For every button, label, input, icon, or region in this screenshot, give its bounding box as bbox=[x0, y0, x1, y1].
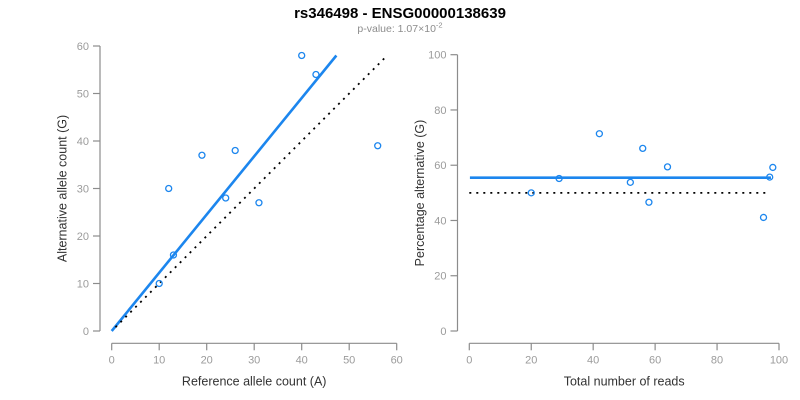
x-tick-label: 30 bbox=[248, 354, 260, 366]
pvalue-text: p-value: 1.07×10 bbox=[357, 23, 436, 35]
data-point bbox=[155, 279, 163, 288]
y-tick-label: 60 bbox=[434, 160, 446, 172]
data-point bbox=[255, 199, 263, 207]
data-point bbox=[766, 173, 774, 181]
fit-line bbox=[110, 54, 338, 332]
x-tick-label: 60 bbox=[649, 354, 661, 366]
x-tick-label: 60 bbox=[391, 354, 403, 366]
y-tick-label: 40 bbox=[77, 136, 89, 148]
y-tick-label: 0 bbox=[440, 326, 446, 338]
data-point bbox=[645, 198, 653, 206]
x-tick-label: 0 bbox=[109, 354, 115, 366]
data-point bbox=[595, 130, 604, 138]
data-point bbox=[222, 194, 230, 202]
data-point bbox=[312, 70, 320, 79]
y-tick-label: 0 bbox=[83, 326, 89, 338]
data-point bbox=[555, 174, 563, 183]
scatter-plot-1: 0 10 20 30 40 50 60 0 10 20 30 40 50 60 Reference alle… bbox=[56, 41, 403, 389]
y-tick-label: 60 bbox=[77, 41, 89, 53]
data-point bbox=[626, 178, 634, 187]
data-point bbox=[639, 144, 647, 153]
y-axis-title: Alternative allele count (G) bbox=[56, 115, 70, 262]
x-tick-label: 50 bbox=[343, 354, 355, 366]
x-tick-label: 40 bbox=[296, 354, 308, 366]
pvalue-exponent: -2 bbox=[435, 20, 443, 30]
y-axis-title: Percentage alternative (G) bbox=[413, 120, 427, 267]
x-axis-title: Total number of reads bbox=[564, 375, 685, 389]
data-point bbox=[374, 142, 382, 150]
data-point bbox=[663, 163, 672, 171]
y-tick-label: 20 bbox=[77, 231, 89, 243]
y-tick-label: 50 bbox=[77, 89, 89, 101]
x-tick-label: 20 bbox=[201, 354, 213, 366]
data-point bbox=[759, 213, 768, 222]
y-tick-label: 20 bbox=[434, 271, 446, 283]
x-tick-label: 40 bbox=[587, 354, 599, 366]
identity-line bbox=[114, 55, 387, 328]
figure-title: rs346498 - ENSG00000138639 bbox=[294, 5, 506, 22]
data-point bbox=[527, 189, 535, 197]
data-point bbox=[231, 146, 239, 155]
x-tick-label: 10 bbox=[153, 354, 165, 366]
data-point bbox=[769, 163, 777, 172]
data-point bbox=[169, 251, 178, 259]
x-tick-label: 20 bbox=[525, 354, 537, 366]
x-tick-label: 100 bbox=[770, 354, 788, 366]
x-axis-title: Reference allele count (A) bbox=[182, 375, 327, 389]
data-point bbox=[165, 184, 173, 193]
pvalue-subtitle: p-value: 1.07×10-2 bbox=[0, 20, 800, 35]
y-tick-label: 40 bbox=[434, 215, 446, 227]
x-tick-label: 0 bbox=[466, 354, 472, 366]
y-tick-label: 100 bbox=[428, 50, 446, 62]
y-tick-label: 30 bbox=[77, 184, 89, 196]
y-tick-label: 10 bbox=[77, 279, 89, 291]
data-point bbox=[298, 51, 306, 60]
scatter-plot-2: 0 20 40 60 80 100 0 20 40 60 80 100 Total number of … bbox=[413, 50, 788, 389]
y-tick-label: 80 bbox=[434, 105, 446, 117]
data-point bbox=[198, 151, 206, 159]
x-tick-label: 80 bbox=[711, 354, 723, 366]
